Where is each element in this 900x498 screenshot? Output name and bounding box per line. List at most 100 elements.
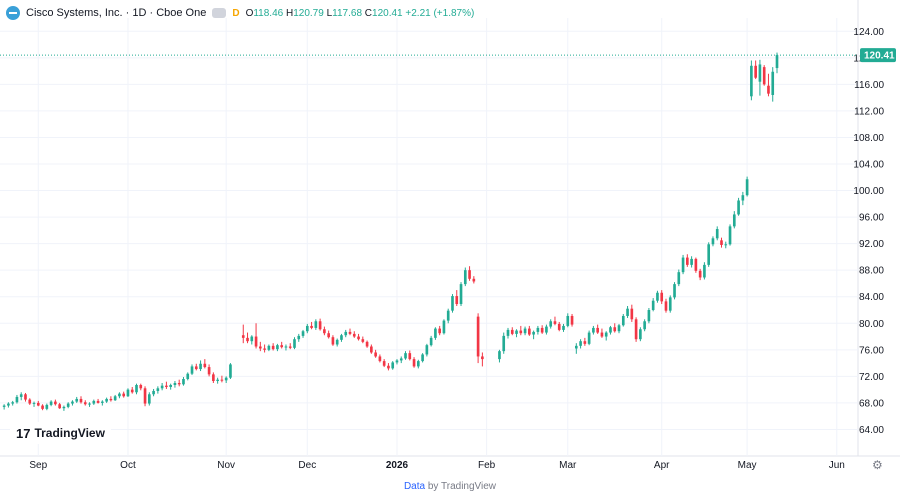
candle-body: [421, 354, 424, 362]
candle: [703, 262, 706, 280]
candle: [288, 343, 292, 350]
candle-body: [327, 333, 330, 338]
open-value: 118.46: [253, 7, 284, 19]
candle: [318, 318, 322, 331]
candle: [378, 354, 382, 363]
candle-body: [476, 316, 480, 357]
candle-body: [549, 321, 553, 327]
candle: [455, 290, 459, 307]
high-label: H: [285, 7, 294, 19]
x-tick-label: Oct: [120, 460, 136, 471]
candle-body: [694, 258, 698, 271]
candle: [152, 388, 155, 397]
x-tick-label: Feb: [478, 460, 496, 471]
candle: [246, 332, 249, 344]
candle: [15, 394, 19, 404]
candle-body: [566, 315, 570, 326]
candle-body: [212, 374, 215, 382]
candle: [361, 336, 365, 344]
candle-body: [515, 330, 518, 334]
candle: [771, 67, 775, 102]
candle-body: [510, 329, 514, 334]
candle-body: [323, 329, 326, 334]
candle-body: [536, 327, 540, 332]
candle: [519, 325, 523, 336]
candle-body: [250, 336, 254, 342]
tradingview-logo[interactable]: 17 TradingView: [10, 422, 111, 444]
candle-body: [199, 363, 202, 370]
symbol-title[interactable]: Cisco Systems, Inc. · 1D · Cboe One: [26, 7, 207, 19]
visibility-toggle-icon[interactable]: [212, 8, 227, 18]
candle-body: [412, 359, 416, 367]
high-value: 120.79: [293, 7, 324, 19]
candle-body: [583, 341, 587, 344]
candle: [199, 360, 202, 372]
candle: [216, 377, 219, 384]
candle-body: [301, 331, 305, 336]
candle: [438, 325, 441, 336]
candle: [686, 254, 689, 267]
candle: [523, 326, 527, 336]
candle-body: [36, 402, 40, 406]
candle: [536, 325, 540, 335]
candle-body: [28, 399, 32, 404]
candle-body: [109, 398, 113, 401]
candle-body: [634, 319, 638, 340]
cisco-logo-icon[interactable]: [6, 6, 20, 20]
y-tick-label: 88.00: [859, 266, 884, 277]
candle-body: [673, 284, 676, 298]
candle: [241, 324, 245, 344]
candle: [58, 402, 61, 409]
time-axis[interactable]: Sep Oct Nov Dec 2026 Feb Mar Apr May Jun: [29, 460, 844, 471]
candle: [715, 226, 719, 241]
candle: [276, 343, 279, 352]
candle-body: [344, 331, 348, 336]
candle: [135, 383, 138, 395]
candle-body: [361, 339, 365, 342]
candle: [177, 379, 181, 387]
candle-body: [79, 398, 83, 403]
close-value: 120.41: [372, 7, 403, 19]
candle-body: [434, 328, 437, 338]
candle: [399, 356, 403, 364]
candle: [271, 343, 275, 351]
candle: [510, 327, 514, 336]
x-tick-label: Mar: [559, 460, 577, 471]
candle: [7, 402, 10, 408]
candle-body: [446, 310, 450, 321]
candle-body: [656, 292, 659, 301]
interval-badge[interactable]: D: [232, 7, 240, 19]
candle-body: [378, 356, 382, 362]
data-link[interactable]: Data: [403, 481, 426, 492]
candle: [545, 324, 548, 335]
candle: [506, 327, 510, 339]
candle: [566, 313, 570, 328]
candle-body: [391, 362, 395, 369]
candle: [19, 392, 23, 401]
candle: [425, 343, 429, 357]
candle-body: [318, 321, 322, 330]
candle-body: [681, 257, 685, 273]
candle: [212, 372, 215, 383]
candle: [101, 400, 104, 406]
x-tick-label: 2026: [386, 460, 409, 471]
candle: [711, 236, 715, 247]
candle: [160, 383, 164, 391]
candle: [476, 313, 480, 364]
candle-body: [374, 352, 377, 357]
candle: [775, 52, 779, 74]
y-tick-label: 92.00: [859, 239, 884, 250]
candle-body: [7, 403, 10, 406]
candle: [429, 335, 433, 347]
candle: [387, 363, 390, 371]
candle-body: [754, 65, 757, 78]
candle-body: [71, 401, 74, 404]
candle-body: [660, 292, 664, 302]
candle: [463, 267, 467, 287]
settings-gear-icon[interactable]: ⚙: [872, 458, 883, 472]
candle: [626, 306, 629, 318]
candle-body: [502, 335, 506, 352]
candle-body: [147, 394, 151, 404]
candle: [754, 60, 757, 80]
